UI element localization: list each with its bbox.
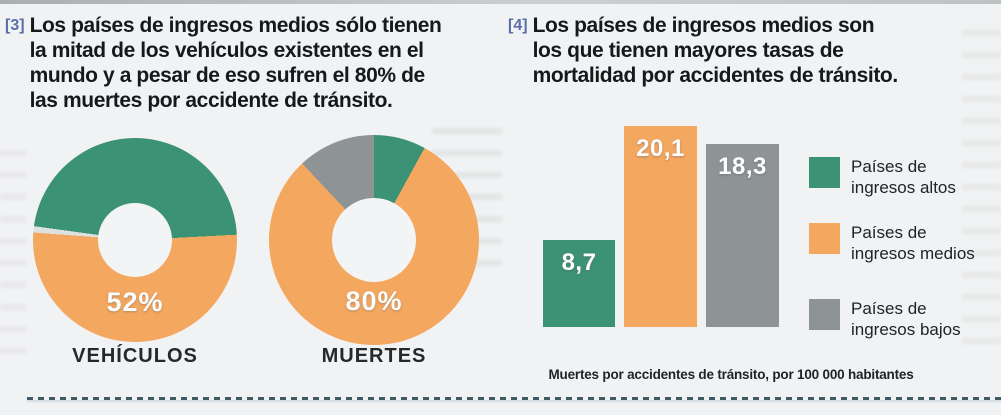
panel3-heading-text: Los países de ingresos medios sólo tiene…: [29, 14, 442, 112]
donut-value-label: 52%: [106, 287, 164, 317]
donut-title-muertes: MUERTES: [321, 345, 427, 367]
panel4-heading-text: Los países de ingresos medios son los qu…: [532, 14, 899, 87]
legend-swatch-gray: [809, 299, 840, 330]
donut-title-vehiculos: VEHÍCULOS: [72, 345, 198, 367]
legend-label: Países de ingresos altos: [851, 157, 956, 197]
legend-swatch-green: [809, 157, 840, 188]
legend-label: Países de ingresos medios: [851, 223, 975, 263]
donut-chart-vehiculos: 52%: [33, 138, 237, 342]
chart-caption: Muertes por accidentes de tránsito, por …: [548, 367, 914, 382]
panel4-heading: [4] Los países de ingresos medios son lo…: [508, 13, 978, 88]
donut-hole: [98, 203, 172, 277]
donut-chart-muertes: 80%: [269, 135, 479, 345]
panel3-heading: [3] Los países de ingresos medios sólo t…: [5, 13, 510, 113]
panel4-index-marker: [4]: [508, 17, 528, 34]
bar-value-label: 18,3: [718, 153, 767, 180]
chart-legend: Países de ingresos altos Países de ingre…: [809, 157, 975, 340]
legend-label: Países de ingresos bajos: [851, 299, 961, 339]
donut-value-label: 80%: [345, 286, 403, 316]
scan-edge-artifact: [0, 0, 1001, 4]
legend-item-ingresos-altos: Países de ingresos altos: [809, 157, 975, 198]
bar-ingresos-altos: 8,7: [543, 240, 615, 327]
dashed-divider: [27, 397, 1001, 400]
bleed-artifact: [962, 30, 1001, 360]
bar-chart-mortality: 8,7 20,1 18,3: [543, 126, 780, 327]
bar-value-label: 8,7: [561, 249, 597, 276]
bar-ingresos-bajos: 18,3: [706, 144, 779, 327]
bar-ingresos-medios: 20,1: [624, 126, 697, 327]
legend-item-ingresos-bajos: Países de ingresos bajos: [809, 299, 975, 340]
legend-item-ingresos-medios: Países de ingresos medios: [809, 223, 975, 264]
panel3-index-marker: [3]: [5, 17, 25, 34]
legend-swatch-orange: [809, 223, 840, 254]
bar-value-label: 20,1: [636, 135, 685, 162]
donut-hole: [332, 198, 416, 282]
bleed-artifact: [0, 150, 26, 370]
